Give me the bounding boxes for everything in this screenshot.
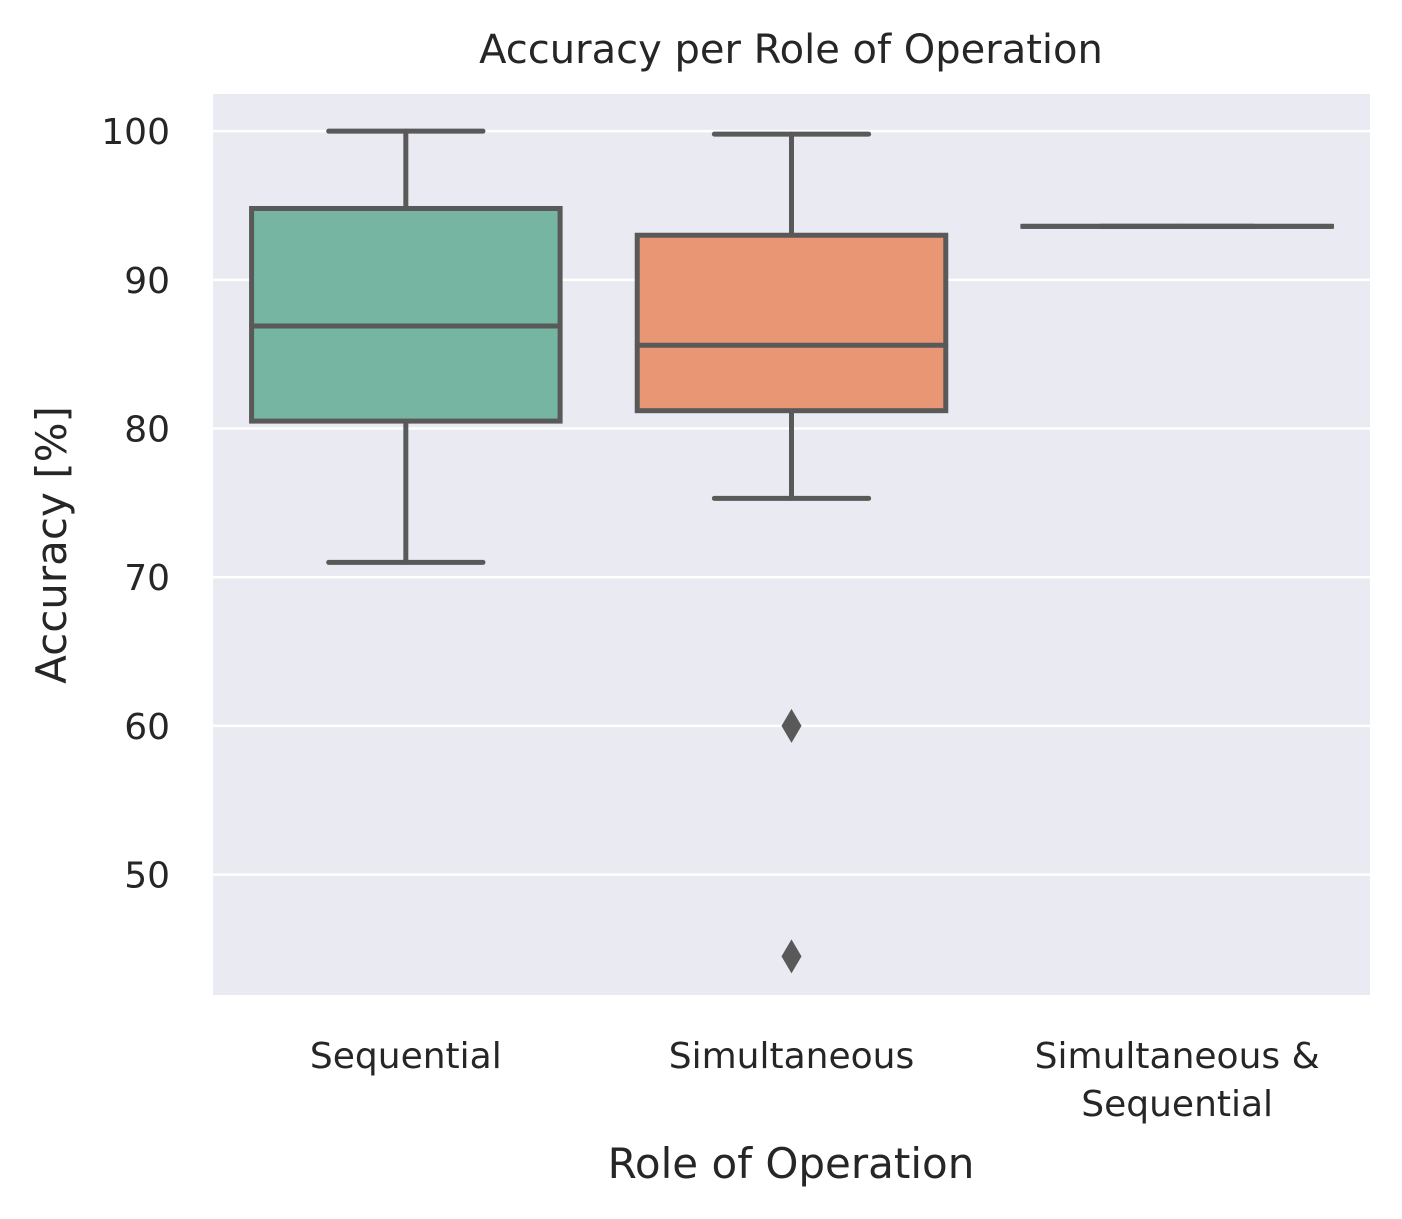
y-tick-label: 90 <box>124 261 170 302</box>
chart-title: Accuracy per Role of Operation <box>479 27 1103 73</box>
box-plots <box>249 128 1334 974</box>
x-tick-label: Sequential <box>1081 1084 1273 1125</box>
outlier-point <box>781 708 802 743</box>
x-tick-label: Simultaneous & <box>1035 1036 1320 1077</box>
x-axis-ticks: Sequential Simultaneous Simultaneous & Sequ… <box>310 1036 1320 1125</box>
y-tick-label: 80 <box>124 410 170 451</box>
y-tick-label: 60 <box>124 707 170 748</box>
y-axis-label: Accuracy [%] <box>27 406 76 684</box>
box-iqr <box>634 232 949 414</box>
box-group <box>249 128 563 565</box>
box-group <box>634 131 949 974</box>
y-tick-label: 50 <box>124 856 170 897</box>
y-tick-label: 100 <box>101 112 170 153</box>
x-tick-label: Simultaneous <box>669 1036 914 1077</box>
x-axis-label: Role of Operation <box>608 1139 975 1188</box>
y-tick-label: 70 <box>124 558 170 599</box>
box-iqr <box>249 205 563 424</box>
x-tick-label: Sequential <box>310 1036 502 1077</box>
y-axis-ticks: 50 60 70 80 90 100 <box>101 112 170 896</box>
outlier-point <box>781 939 802 974</box>
